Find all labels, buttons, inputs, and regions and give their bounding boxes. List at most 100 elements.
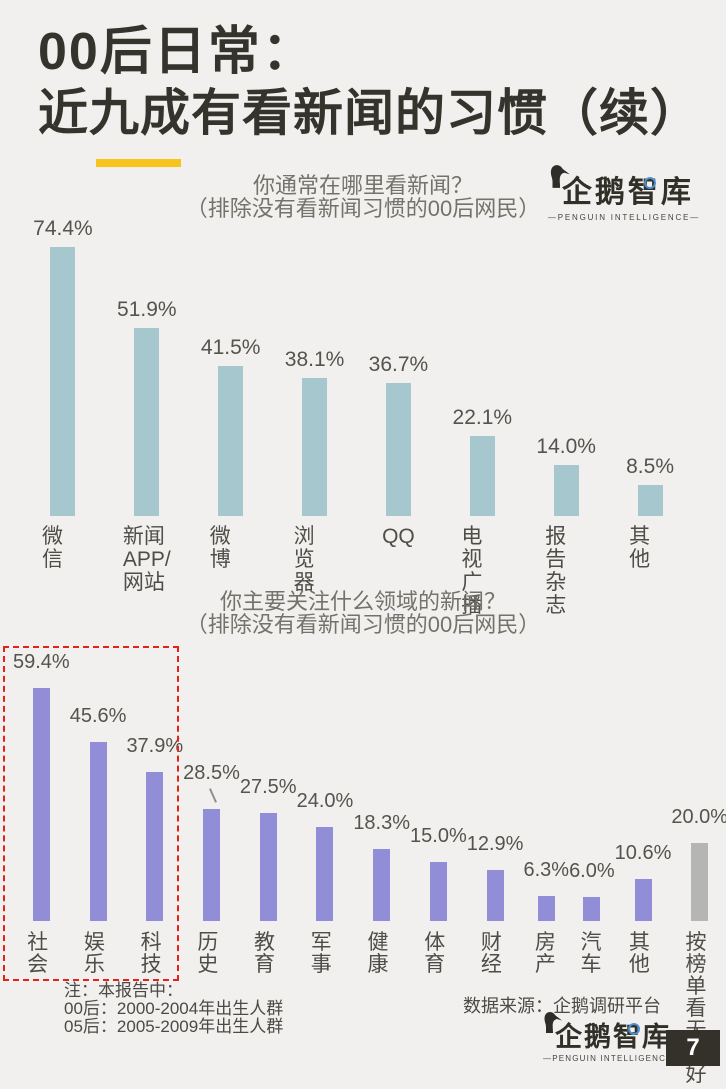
value-label: 18.3% [353, 812, 411, 834]
category-label: 房产 [534, 931, 556, 976]
value-label: 6.0% [569, 860, 615, 882]
bar [385, 383, 411, 516]
value-label: 59.4% [13, 651, 70, 673]
category-label: 汽车 [580, 931, 602, 976]
chart2-subtitle: （排除没有看新闻习惯的00后网民） [185, 612, 541, 637]
red-dashed-highlight-box [3, 646, 179, 981]
bar-column: 38.1% 浏览器 [273, 216, 357, 594]
data-source: 数据来源：企鹅调研平台 [463, 996, 661, 1016]
leader-line [208, 788, 217, 803]
bar [146, 772, 164, 921]
bar-column: 6.3% 房产 [523, 651, 570, 976]
chart2-title: 你主要关注什么领域的新闻？ [219, 589, 506, 614]
bar-column: 6.0% 汽车 [569, 651, 615, 976]
bar [316, 827, 334, 921]
value-label: 6.3% [523, 859, 570, 881]
bar [373, 849, 391, 921]
category-label: 电视 广播 [461, 525, 483, 617]
bar [203, 809, 221, 921]
category-label: 体育 [424, 931, 446, 976]
chart-news-sources: 74.4% 微信 51.9% 新闻APP/ 网站 41.5% 微博 38.1% 浏览器 36.7… [21, 216, 692, 617]
category-label: 娱乐 [83, 931, 105, 976]
bar-column: 41.5% 微博 [189, 216, 273, 571]
logo-english-name: —PENGUIN INTELLIGENCE— [543, 1054, 682, 1063]
value-label: 41.5% [200, 336, 261, 359]
bar-column: 14.0% 报告 杂志 [524, 216, 608, 617]
page-title: 00后日常： 近九成有看新闻的习惯（续） [38, 22, 701, 144]
bar [691, 843, 709, 921]
value-label: 22.1% [452, 406, 513, 429]
value-label: 27.5% [239, 776, 297, 798]
bar-column: 12.9% 财经 [466, 651, 524, 976]
bar-column: 18.3% 健康 [353, 651, 411, 976]
value-label: 38.1% [284, 348, 345, 371]
bar-column: 22.1% 电视 广播 [440, 216, 524, 617]
page-number: 7 [686, 1034, 700, 1061]
logo-chinese-name: 企鹅智库 [543, 1012, 682, 1052]
value-label: 45.6% [69, 705, 127, 727]
category-label: 健康 [367, 931, 389, 976]
note-line: 00后：2000-2004年出生人群 [64, 999, 284, 1018]
value-label: 10.6% [614, 842, 672, 864]
note-line: 注：本报告中： [64, 981, 183, 1000]
bar [634, 879, 652, 921]
chart1-title: 你通常在哪里看新闻？ [252, 173, 473, 198]
value-label: 24.0% [296, 790, 354, 812]
bar-column: 59.4% 社会 [13, 651, 70, 976]
bar [637, 485, 663, 516]
bar [583, 897, 601, 921]
bar [134, 328, 160, 516]
bar [89, 742, 107, 921]
bar-column: 28.5% 历史 [183, 651, 240, 976]
chart-news-topics: 59.4% 社会 45.6% 娱乐 37.9% 科技 28.5% 历史 27.5% 教育 24.0%… [13, 651, 726, 1086]
penguin-icon [544, 1012, 562, 1033]
logo-blue-ring-icon [643, 177, 656, 189]
category-label: 历史 [197, 931, 219, 976]
bar [302, 378, 328, 516]
value-label: 51.9% [117, 298, 177, 321]
value-label: 20.0% [671, 806, 726, 828]
bar [32, 688, 50, 921]
value-label: 8.5% [626, 455, 674, 478]
logo-chinese-name: 企鹅智库 [548, 165, 700, 210]
title-accent-mark [96, 159, 181, 167]
page-title-line2: 近九成有看新闻的习惯（续） [38, 85, 701, 141]
bar-column: 45.6% 娱乐 [69, 651, 127, 976]
bar-column: 8.5% 其他 [608, 216, 692, 571]
bar [486, 870, 504, 921]
value-label: 36.7% [368, 353, 429, 376]
value-label: 28.5% [183, 762, 240, 784]
chart1-title-block: 你通常在哪里看新闻？ （排除没有看新闻习惯的00后网民） [0, 174, 726, 220]
value-label: 12.9% [466, 833, 524, 855]
bar [537, 896, 555, 921]
bar [218, 366, 244, 516]
page-title-line1: 00后日常： [38, 23, 316, 81]
category-label: 教育 [254, 931, 276, 976]
bar [259, 813, 277, 921]
bar-column: 10.6% 其他 [614, 651, 672, 976]
page-number-badge: 7 [666, 1030, 720, 1066]
bar [553, 465, 579, 516]
chart2-title-block: 你主要关注什么领域的新闻？ （排除没有看新闻习惯的00后网民） [0, 590, 726, 636]
bar-column: 20.0%按榜 单看 无偏 好 [671, 651, 726, 1086]
category-label: 微博 [209, 525, 231, 571]
category-label: 科技 [140, 931, 162, 976]
value-label: 15.0% [410, 825, 467, 847]
penguin-icon [550, 165, 570, 188]
report-note: 注：本报告中： 00后：2000-2004年出生人群 05后：2005-2009… [64, 982, 283, 1036]
note-line: 05后：2005-2009年出生人群 [64, 1017, 284, 1036]
bar [50, 247, 76, 516]
bar [469, 436, 495, 516]
bar-column: 27.5% 教育 [239, 651, 297, 976]
chart1-subtitle: （排除没有看新闻习惯的00后网民） [185, 196, 541, 221]
bar [429, 862, 447, 921]
value-label: 37.9% [126, 735, 184, 757]
category-label: QQ [382, 525, 415, 548]
category-label: 社会 [27, 931, 49, 976]
category-label: 浏览器 [293, 525, 315, 594]
category-label: 财经 [480, 931, 502, 976]
category-label: 报告 杂志 [545, 525, 567, 617]
logo-english-name: —PENGUIN INTELLIGENCE— [547, 213, 700, 222]
penguin-intelligence-logo: 企鹅智库 —PENGUIN INTELLIGENCE— [547, 165, 700, 222]
bar-column: 24.0% 军事 [296, 651, 354, 976]
